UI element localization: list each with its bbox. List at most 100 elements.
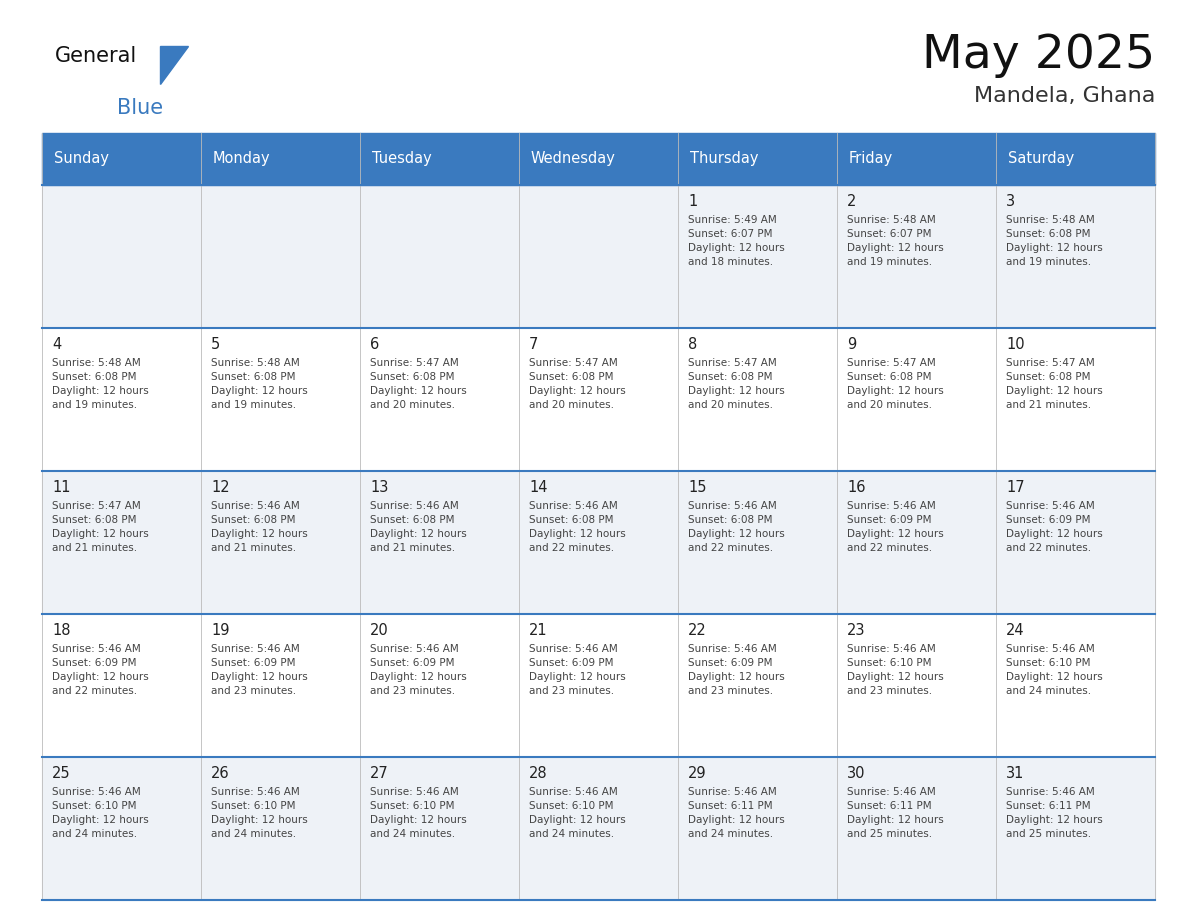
Text: 5: 5 bbox=[211, 337, 220, 352]
Bar bbox=[360, 133, 519, 185]
Text: Sunrise: 5:49 AM
Sunset: 6:07 PM
Daylight: 12 hours
and 18 minutes.: Sunrise: 5:49 AM Sunset: 6:07 PM Dayligh… bbox=[688, 215, 785, 267]
Text: Sunrise: 5:46 AM
Sunset: 6:08 PM
Daylight: 12 hours
and 21 minutes.: Sunrise: 5:46 AM Sunset: 6:08 PM Dayligh… bbox=[211, 501, 308, 553]
Text: Sunrise: 5:46 AM
Sunset: 6:10 PM
Daylight: 12 hours
and 24 minutes.: Sunrise: 5:46 AM Sunset: 6:10 PM Dayligh… bbox=[211, 787, 308, 839]
Text: Sunrise: 5:48 AM
Sunset: 6:08 PM
Daylight: 12 hours
and 19 minutes.: Sunrise: 5:48 AM Sunset: 6:08 PM Dayligh… bbox=[211, 358, 308, 410]
Bar bbox=[360, 614, 519, 757]
Text: 2: 2 bbox=[847, 194, 857, 209]
Text: 12: 12 bbox=[211, 480, 229, 495]
Bar bbox=[996, 757, 1155, 900]
Text: Sunrise: 5:46 AM
Sunset: 6:10 PM
Daylight: 12 hours
and 24 minutes.: Sunrise: 5:46 AM Sunset: 6:10 PM Dayligh… bbox=[1006, 644, 1102, 696]
Text: Sunrise: 5:46 AM
Sunset: 6:09 PM
Daylight: 12 hours
and 23 minutes.: Sunrise: 5:46 AM Sunset: 6:09 PM Dayligh… bbox=[369, 644, 467, 696]
Bar bbox=[996, 471, 1155, 614]
Text: 1: 1 bbox=[688, 194, 697, 209]
Text: 17: 17 bbox=[1006, 480, 1024, 495]
Text: Sunrise: 5:46 AM
Sunset: 6:09 PM
Daylight: 12 hours
and 22 minutes.: Sunrise: 5:46 AM Sunset: 6:09 PM Dayligh… bbox=[52, 644, 148, 696]
Bar bbox=[360, 757, 519, 900]
Bar bbox=[201, 471, 360, 614]
Text: Sunrise: 5:46 AM
Sunset: 6:11 PM
Daylight: 12 hours
and 25 minutes.: Sunrise: 5:46 AM Sunset: 6:11 PM Dayligh… bbox=[847, 787, 943, 839]
Text: 30: 30 bbox=[847, 766, 866, 781]
Text: Sunrise: 5:46 AM
Sunset: 6:09 PM
Daylight: 12 hours
and 23 minutes.: Sunrise: 5:46 AM Sunset: 6:09 PM Dayligh… bbox=[688, 644, 785, 696]
Text: May 2025: May 2025 bbox=[922, 33, 1155, 78]
Text: Sunrise: 5:46 AM
Sunset: 6:08 PM
Daylight: 12 hours
and 21 minutes.: Sunrise: 5:46 AM Sunset: 6:08 PM Dayligh… bbox=[369, 501, 467, 553]
Bar bbox=[519, 757, 678, 900]
Bar bbox=[678, 757, 838, 900]
Text: Sunrise: 5:46 AM
Sunset: 6:10 PM
Daylight: 12 hours
and 24 minutes.: Sunrise: 5:46 AM Sunset: 6:10 PM Dayligh… bbox=[529, 787, 626, 839]
Text: 20: 20 bbox=[369, 623, 388, 638]
Bar bbox=[201, 185, 360, 328]
Text: 15: 15 bbox=[688, 480, 707, 495]
Text: Blue: Blue bbox=[116, 98, 163, 118]
Text: 23: 23 bbox=[847, 623, 866, 638]
Bar bbox=[678, 328, 838, 471]
Bar bbox=[678, 614, 838, 757]
Text: Sunrise: 5:46 AM
Sunset: 6:10 PM
Daylight: 12 hours
and 24 minutes.: Sunrise: 5:46 AM Sunset: 6:10 PM Dayligh… bbox=[369, 787, 467, 839]
Text: Sunrise: 5:46 AM
Sunset: 6:09 PM
Daylight: 12 hours
and 23 minutes.: Sunrise: 5:46 AM Sunset: 6:09 PM Dayligh… bbox=[211, 644, 308, 696]
Text: Sunrise: 5:47 AM
Sunset: 6:08 PM
Daylight: 12 hours
and 21 minutes.: Sunrise: 5:47 AM Sunset: 6:08 PM Dayligh… bbox=[52, 501, 148, 553]
Bar bbox=[996, 328, 1155, 471]
Bar bbox=[519, 614, 678, 757]
Text: Friday: Friday bbox=[849, 151, 893, 166]
Text: 6: 6 bbox=[369, 337, 379, 352]
Text: General: General bbox=[55, 46, 138, 66]
Bar bbox=[519, 328, 678, 471]
Text: Sunrise: 5:46 AM
Sunset: 6:09 PM
Daylight: 12 hours
and 22 minutes.: Sunrise: 5:46 AM Sunset: 6:09 PM Dayligh… bbox=[847, 501, 943, 553]
Text: 24: 24 bbox=[1006, 623, 1024, 638]
Text: 8: 8 bbox=[688, 337, 697, 352]
Text: Sunrise: 5:46 AM
Sunset: 6:08 PM
Daylight: 12 hours
and 22 minutes.: Sunrise: 5:46 AM Sunset: 6:08 PM Dayligh… bbox=[529, 501, 626, 553]
Text: Sunrise: 5:48 AM
Sunset: 6:07 PM
Daylight: 12 hours
and 19 minutes.: Sunrise: 5:48 AM Sunset: 6:07 PM Dayligh… bbox=[847, 215, 943, 267]
Text: Wednesday: Wednesday bbox=[531, 151, 615, 166]
Text: 16: 16 bbox=[847, 480, 866, 495]
Text: 18: 18 bbox=[52, 623, 70, 638]
Text: 11: 11 bbox=[52, 480, 70, 495]
Text: Sunrise: 5:47 AM
Sunset: 6:08 PM
Daylight: 12 hours
and 20 minutes.: Sunrise: 5:47 AM Sunset: 6:08 PM Dayligh… bbox=[688, 358, 785, 410]
Polygon shape bbox=[160, 46, 188, 84]
Text: Saturday: Saturday bbox=[1007, 151, 1074, 166]
Bar bbox=[838, 185, 996, 328]
Bar bbox=[838, 328, 996, 471]
Text: Sunrise: 5:48 AM
Sunset: 6:08 PM
Daylight: 12 hours
and 19 minutes.: Sunrise: 5:48 AM Sunset: 6:08 PM Dayligh… bbox=[52, 358, 148, 410]
Text: 19: 19 bbox=[211, 623, 229, 638]
Text: 14: 14 bbox=[529, 480, 548, 495]
Bar bbox=[42, 614, 201, 757]
Text: Sunrise: 5:48 AM
Sunset: 6:08 PM
Daylight: 12 hours
and 19 minutes.: Sunrise: 5:48 AM Sunset: 6:08 PM Dayligh… bbox=[1006, 215, 1102, 267]
Bar bbox=[838, 471, 996, 614]
Text: Sunrise: 5:46 AM
Sunset: 6:09 PM
Daylight: 12 hours
and 22 minutes.: Sunrise: 5:46 AM Sunset: 6:09 PM Dayligh… bbox=[1006, 501, 1102, 553]
Text: Sunrise: 5:47 AM
Sunset: 6:08 PM
Daylight: 12 hours
and 20 minutes.: Sunrise: 5:47 AM Sunset: 6:08 PM Dayligh… bbox=[847, 358, 943, 410]
Text: 3: 3 bbox=[1006, 194, 1015, 209]
Text: Sunrise: 5:46 AM
Sunset: 6:09 PM
Daylight: 12 hours
and 23 minutes.: Sunrise: 5:46 AM Sunset: 6:09 PM Dayligh… bbox=[529, 644, 626, 696]
Bar bbox=[996, 614, 1155, 757]
Text: 31: 31 bbox=[1006, 766, 1024, 781]
Text: 4: 4 bbox=[52, 337, 62, 352]
Bar bbox=[42, 471, 201, 614]
Text: Monday: Monday bbox=[213, 151, 271, 166]
Bar bbox=[360, 185, 519, 328]
Text: Sunrise: 5:46 AM
Sunset: 6:11 PM
Daylight: 12 hours
and 25 minutes.: Sunrise: 5:46 AM Sunset: 6:11 PM Dayligh… bbox=[1006, 787, 1102, 839]
Text: 9: 9 bbox=[847, 337, 857, 352]
Text: 10: 10 bbox=[1006, 337, 1024, 352]
Text: 21: 21 bbox=[529, 623, 548, 638]
Bar bbox=[360, 471, 519, 614]
Bar bbox=[519, 471, 678, 614]
Text: 29: 29 bbox=[688, 766, 707, 781]
Text: Sunrise: 5:46 AM
Sunset: 6:10 PM
Daylight: 12 hours
and 23 minutes.: Sunrise: 5:46 AM Sunset: 6:10 PM Dayligh… bbox=[847, 644, 943, 696]
Bar bbox=[838, 614, 996, 757]
Text: Thursday: Thursday bbox=[690, 151, 758, 166]
Text: 26: 26 bbox=[211, 766, 229, 781]
Bar bbox=[42, 133, 201, 185]
Bar bbox=[838, 133, 996, 185]
Bar bbox=[360, 328, 519, 471]
Bar bbox=[519, 133, 678, 185]
Bar bbox=[201, 328, 360, 471]
Bar bbox=[838, 757, 996, 900]
Text: 25: 25 bbox=[52, 766, 70, 781]
Bar bbox=[42, 185, 201, 328]
Bar bbox=[996, 133, 1155, 185]
Text: Sunrise: 5:46 AM
Sunset: 6:08 PM
Daylight: 12 hours
and 22 minutes.: Sunrise: 5:46 AM Sunset: 6:08 PM Dayligh… bbox=[688, 501, 785, 553]
Bar bbox=[678, 133, 838, 185]
Text: Sunday: Sunday bbox=[53, 151, 109, 166]
Text: Sunrise: 5:47 AM
Sunset: 6:08 PM
Daylight: 12 hours
and 21 minutes.: Sunrise: 5:47 AM Sunset: 6:08 PM Dayligh… bbox=[1006, 358, 1102, 410]
Text: Sunrise: 5:46 AM
Sunset: 6:11 PM
Daylight: 12 hours
and 24 minutes.: Sunrise: 5:46 AM Sunset: 6:11 PM Dayligh… bbox=[688, 787, 785, 839]
Text: Sunrise: 5:46 AM
Sunset: 6:10 PM
Daylight: 12 hours
and 24 minutes.: Sunrise: 5:46 AM Sunset: 6:10 PM Dayligh… bbox=[52, 787, 148, 839]
Text: Tuesday: Tuesday bbox=[372, 151, 431, 166]
Bar bbox=[996, 185, 1155, 328]
